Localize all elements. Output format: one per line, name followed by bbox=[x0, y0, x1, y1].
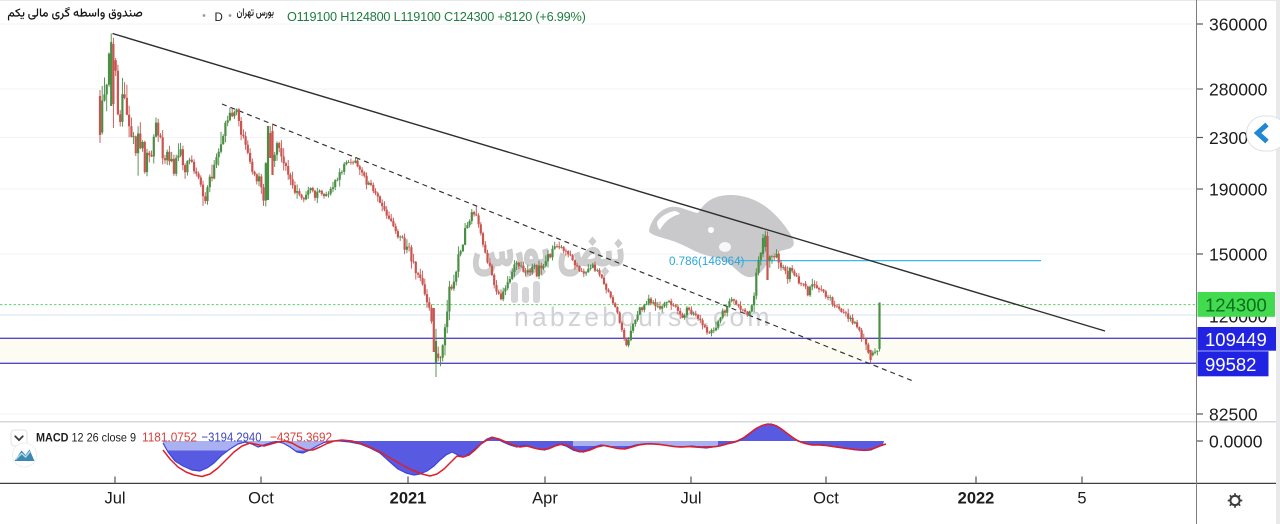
svg-text:MACD 12 26 close 9: MACD 12 26 close 9 bbox=[36, 431, 136, 445]
svg-text:0.786(146964): 0.786(146964) bbox=[669, 255, 745, 268]
svg-text:Jul: Jul bbox=[680, 490, 701, 508]
svg-text:−3194.2940: −3194.2940 bbox=[202, 430, 262, 445]
svg-text:Apr: Apr bbox=[532, 490, 558, 508]
svg-text:D: D bbox=[215, 12, 223, 24]
svg-text:2022: 2022 bbox=[958, 490, 995, 508]
svg-text:Oct: Oct bbox=[813, 490, 839, 508]
svg-text:190000: 190000 bbox=[1209, 179, 1268, 199]
svg-text:124300: 124300 bbox=[1205, 295, 1267, 316]
svg-text:Oct: Oct bbox=[248, 490, 274, 508]
svg-text:0.0000: 0.0000 bbox=[1209, 431, 1263, 451]
svg-text:−4375.3692: −4375.3692 bbox=[270, 430, 332, 445]
svg-text:2021: 2021 bbox=[390, 490, 427, 508]
svg-text:82500: 82500 bbox=[1209, 404, 1258, 424]
svg-text:150000: 150000 bbox=[1209, 244, 1268, 264]
svg-text:O119100 H124800 L119100 C12430: O119100 H124800 L119100 C124300 +8120 (+… bbox=[287, 10, 586, 24]
svg-text:Jul: Jul bbox=[104, 490, 125, 508]
svg-text:5: 5 bbox=[1077, 490, 1086, 508]
svg-text:360000: 360000 bbox=[1209, 14, 1268, 34]
svg-text:1181.0752: 1181.0752 bbox=[142, 430, 197, 445]
svg-text:280000: 280000 bbox=[1209, 79, 1268, 99]
svg-text:109449: 109449 bbox=[1205, 329, 1267, 350]
svg-text:99582: 99582 bbox=[1205, 354, 1256, 375]
